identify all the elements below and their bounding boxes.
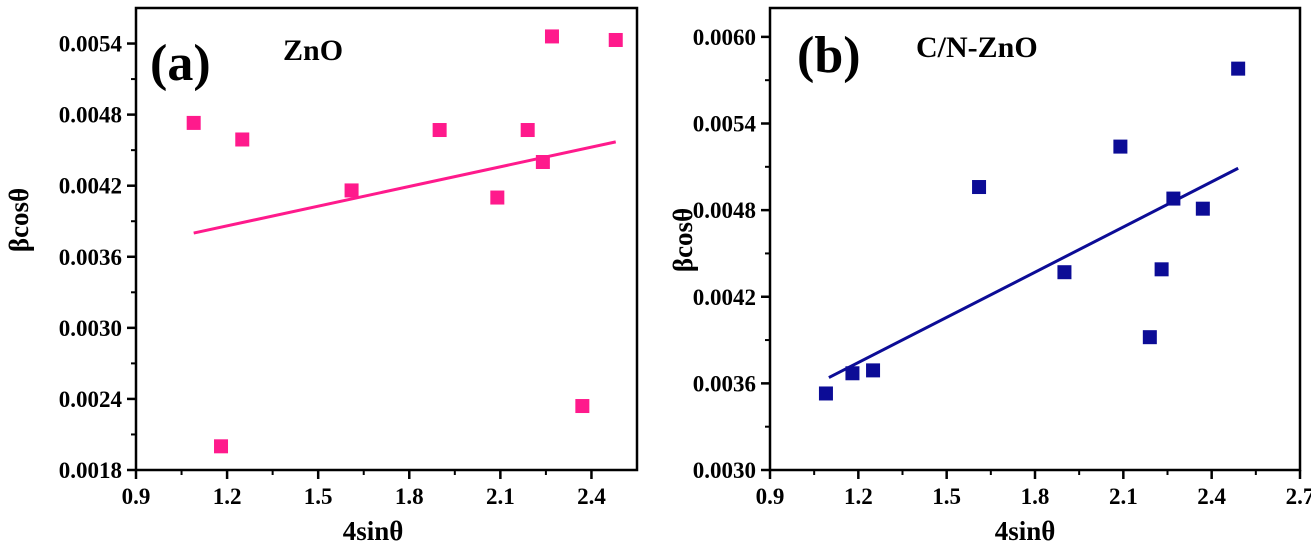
data-point	[1142, 330, 1157, 345]
x-tick-label: 2.7	[1286, 484, 1311, 509]
data-point	[1166, 191, 1181, 206]
data-point	[608, 32, 623, 47]
y-tick-label: 0.0042	[693, 285, 756, 310]
data-point	[1195, 201, 1210, 216]
panel-title: ZnO	[283, 34, 343, 67]
x-tick-label: 1.5	[304, 484, 333, 509]
y-tick-label: 0.0036	[59, 245, 122, 270]
data-point	[1154, 262, 1169, 277]
data-point	[1113, 139, 1128, 154]
y-tick-label: 0.0024	[59, 387, 123, 412]
data-point	[186, 115, 201, 130]
plot-frame	[134, 6, 639, 472]
data-point	[535, 155, 550, 169]
y-tick-label: 0.0042	[59, 174, 122, 199]
data-point	[575, 399, 590, 414]
y-tick-label: 0.0054	[59, 32, 123, 57]
y-tick-label: 0.0036	[693, 371, 756, 396]
x-axis-label: 4sinθ	[343, 516, 404, 546]
data-point	[344, 183, 359, 198]
panel-label: (a)	[150, 35, 211, 92]
data-point	[214, 439, 229, 454]
x-tick-label: 1.8	[1021, 484, 1050, 509]
y-tick-label: 0.0054	[693, 112, 757, 137]
x-tick-label: 2.4	[1197, 484, 1226, 509]
data-point	[544, 29, 559, 44]
y-tick-label: 0.0030	[59, 316, 122, 341]
x-tick-label: 1.2	[213, 484, 242, 509]
x-tick-label: 1.2	[844, 484, 873, 509]
data-point	[972, 180, 987, 195]
x-tick-label: 0.9	[756, 484, 785, 509]
data-point	[490, 190, 505, 205]
data-point	[235, 132, 250, 147]
data-point	[1231, 61, 1246, 76]
x-tick-label: 0.9	[122, 484, 151, 509]
x-tick-label: 2.1	[486, 484, 515, 509]
panel-title: C/N-ZnO	[916, 31, 1038, 64]
y-axis-label: βcosθ	[668, 208, 698, 272]
y-tick-label: 0.0048	[59, 103, 122, 128]
y-tick-label: 0.0060	[693, 25, 756, 50]
x-tick-label: 2.1	[1109, 484, 1138, 509]
x-tick-label: 1.8	[395, 484, 424, 509]
y-axis-label: βcosθ	[4, 188, 34, 252]
data-point	[1057, 265, 1072, 280]
data-point	[866, 363, 881, 378]
x-tick-label: 2.4	[577, 484, 606, 509]
chart-panel-b: 0.9 1.2 1.5 1.8 2.1 2.4 2.7 0.0030 0.0036 0.0042 0…	[668, 6, 1311, 546]
panel-label: (b)	[797, 27, 861, 84]
fit-line	[193, 140, 617, 235]
y-tick-label: 0.0030	[693, 458, 756, 483]
x-axis-label: 4sinθ	[995, 516, 1056, 546]
data-point	[845, 366, 860, 381]
x-tick-label: 1.5	[932, 484, 961, 509]
data-point	[520, 123, 535, 138]
data-point	[818, 386, 833, 401]
chart-panel-a: 0.9 1.2 1.5 1.8 2.1 2.4 0.0018 0.0024 0.0030 0.00…	[4, 6, 639, 546]
data-point	[432, 123, 447, 138]
y-tick-label: 0.0048	[693, 198, 756, 223]
y-tick-label: 0.0018	[59, 458, 122, 483]
